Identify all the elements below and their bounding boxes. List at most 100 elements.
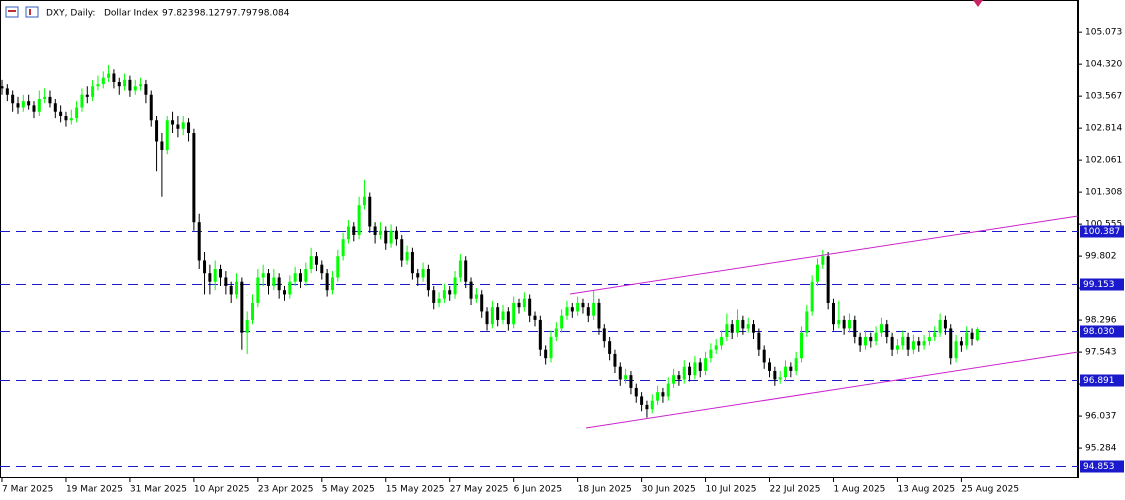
- candle-body: [384, 230, 388, 244]
- candle-body: [133, 86, 137, 91]
- candle-body: [698, 362, 702, 371]
- candle-body: [661, 392, 665, 397]
- x-tick-label: 6 Jun 2025: [514, 485, 562, 495]
- candle-body: [91, 86, 95, 97]
- header-close: 98.084: [258, 9, 290, 19]
- candle-body: [213, 268, 217, 282]
- candle-body: [688, 366, 692, 376]
- candle-body: [810, 281, 814, 312]
- symbol: DXY, Daily:: [46, 9, 95, 19]
- x-tick-label: 27 May 2025: [450, 485, 509, 495]
- candle-body: [672, 375, 676, 384]
- x-tick-label: 22 Jul 2025: [770, 485, 821, 495]
- candle-body: [949, 328, 953, 359]
- y-tick-label: 102.061: [1085, 156, 1122, 166]
- candle-body: [752, 324, 756, 333]
- level-label-box: [1080, 225, 1124, 238]
- level-label: 94.853: [1083, 462, 1115, 472]
- candle-body: [139, 84, 143, 87]
- candle-body: [85, 94, 89, 97]
- candle-body: [181, 122, 185, 129]
- candle-body: [656, 392, 660, 401]
- candle-body: [453, 277, 457, 295]
- header-icons: [5, 6, 39, 18]
- candle-body: [101, 77, 105, 85]
- header-open: 97.823: [162, 9, 194, 19]
- candle-body: [666, 383, 670, 397]
- candle-body: [53, 103, 57, 112]
- candle-body: [176, 124, 180, 129]
- candle-body: [235, 281, 239, 295]
- candle-body: [378, 230, 382, 235]
- candle-body: [240, 281, 244, 333]
- candle-body: [869, 336, 873, 342]
- candle-body: [682, 366, 686, 380]
- candle-body: [251, 302, 255, 320]
- candle-body: [80, 94, 84, 108]
- candle-body: [709, 349, 713, 359]
- candle-body: [267, 273, 270, 286]
- candle-body: [640, 396, 644, 405]
- candle-body: [544, 349, 548, 359]
- candle-body: [261, 273, 265, 278]
- icon: [25, 6, 39, 18]
- candle-body: [597, 302, 601, 329]
- candle-body: [522, 298, 526, 308]
- candle-body: [576, 302, 580, 312]
- y-tick-label: 95.284: [1085, 444, 1117, 454]
- channel-lower: [585, 351, 1079, 429]
- channel-upper: [569, 215, 1079, 295]
- candle-body: [37, 98, 41, 112]
- candle-body: [197, 222, 201, 261]
- candle-body: [448, 290, 452, 295]
- candle-body: [272, 277, 276, 286]
- level-label-box: [1080, 325, 1124, 338]
- candle-body: [725, 324, 729, 337]
- candle-body: [879, 324, 883, 333]
- candle-body: [768, 362, 772, 371]
- x-tick-label: 5 May 2025: [322, 485, 375, 495]
- candle-body: [885, 324, 889, 337]
- candle-body: [426, 268, 430, 291]
- candle-body: [853, 319, 857, 337]
- y-tick-label: 98.296: [1085, 316, 1117, 326]
- candle-body: [282, 290, 286, 295]
- candle-body: [192, 132, 196, 223]
- candle-body: [906, 336, 910, 350]
- candle-body: [421, 268, 425, 278]
- candle-body: [815, 264, 819, 282]
- candle-body: [512, 302, 516, 325]
- candle-body: [954, 341, 958, 359]
- candle-body: [64, 115, 68, 121]
- candle-body: [469, 281, 473, 299]
- y-tick-label: 104.320: [1085, 60, 1122, 70]
- candle-body: [714, 345, 718, 350]
- candle-body: [592, 302, 596, 316]
- candle-body: [442, 290, 446, 299]
- candle-body: [634, 387, 638, 397]
- x-tick-label: 13 Aug 2025: [897, 485, 955, 495]
- candle-body: [43, 96, 47, 99]
- candle-body: [11, 94, 15, 104]
- level-label-box: [1080, 374, 1124, 387]
- candle-body: [490, 307, 494, 325]
- candle-body: [352, 226, 356, 235]
- candle-body: [389, 230, 393, 244]
- candle-body: [677, 375, 681, 380]
- candle-body: [21, 101, 25, 108]
- candle-body: [309, 256, 313, 269]
- candle-body: [405, 251, 409, 261]
- marker: [973, 0, 983, 7]
- candle-body: [922, 341, 926, 346]
- candle-body: [373, 226, 377, 235]
- candle-body: [933, 332, 937, 337]
- candle-body: [794, 358, 798, 371]
- x-tick-label: 25 Aug 2025: [961, 485, 1019, 495]
- candle-body: [789, 366, 793, 371]
- candle-body: [155, 120, 159, 142]
- candle-body: [336, 256, 340, 278]
- candle-body: [842, 319, 846, 329]
- candle-body: [858, 336, 862, 346]
